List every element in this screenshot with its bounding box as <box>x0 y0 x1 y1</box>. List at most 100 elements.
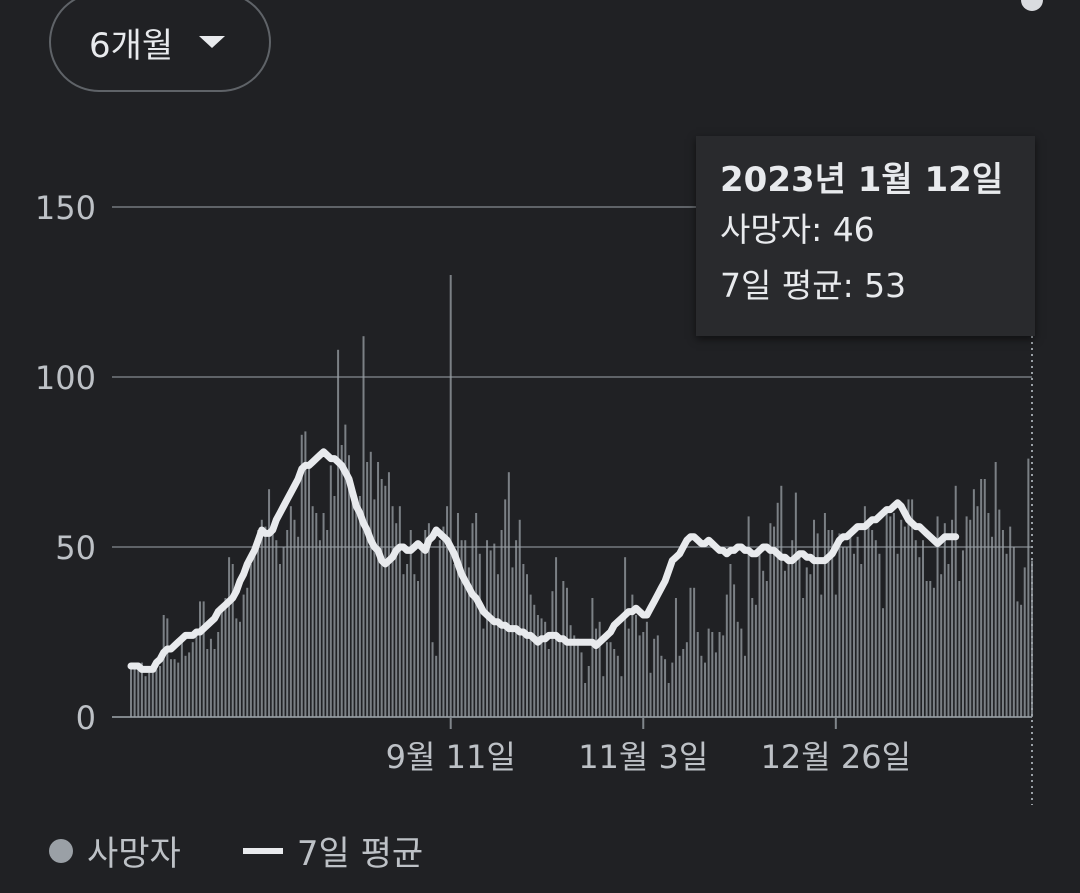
deaths-bar <box>333 496 336 717</box>
deaths-bar <box>1005 553 1008 717</box>
deaths-bar <box>395 523 398 717</box>
deaths-bar <box>409 530 412 717</box>
x-tick-label-1: 11월 3일 <box>578 738 708 776</box>
deaths-bar <box>918 557 921 717</box>
deaths-bar <box>867 526 870 717</box>
deaths-bar <box>907 499 910 717</box>
y-tick-label-0: 0 <box>76 699 96 737</box>
deaths-bar <box>892 513 895 717</box>
deaths-bar <box>456 513 459 717</box>
deaths-bar <box>169 659 172 717</box>
deaths-bar <box>504 499 507 717</box>
deaths-bar <box>922 540 925 717</box>
deaths-bar <box>1023 567 1026 717</box>
deaths-bar <box>478 553 481 717</box>
deaths-bar <box>704 662 707 717</box>
deaths-bar <box>209 638 212 717</box>
deaths-bar <box>598 621 601 717</box>
deaths-bar <box>998 509 1001 717</box>
deaths-bar <box>743 655 746 717</box>
deaths-bar <box>1009 526 1012 717</box>
deaths-bar <box>547 649 550 717</box>
deaths-bar <box>954 485 957 717</box>
deaths-bar <box>148 672 151 717</box>
deaths-bar <box>224 598 227 717</box>
deaths-bar <box>976 506 979 717</box>
y-tick-label-50: 50 <box>55 529 96 567</box>
deaths-bar <box>507 472 510 717</box>
y-tick-label-100: 100 <box>35 359 96 397</box>
deaths-bar <box>358 496 361 717</box>
deaths-bar <box>188 652 191 717</box>
deaths-bar <box>823 513 826 717</box>
deaths-bar <box>674 598 677 717</box>
deaths-bar <box>282 547 285 717</box>
deaths-bar <box>794 492 797 717</box>
deaths-bar <box>889 516 892 717</box>
deaths-bar <box>536 615 539 717</box>
deaths-bar <box>493 543 496 717</box>
deaths-bar <box>133 666 136 717</box>
deaths-bar <box>831 530 834 717</box>
deaths-bar <box>638 635 641 717</box>
deaths-bar <box>660 655 663 717</box>
deaths-bar <box>380 479 383 717</box>
deaths-bar <box>1016 601 1019 717</box>
deaths-bar <box>264 526 267 717</box>
deaths-bar <box>377 462 380 717</box>
deaths-bar <box>802 598 805 717</box>
deaths-bar <box>522 564 525 717</box>
x-tick-label-2: 12월 26일 <box>761 738 912 776</box>
deaths-bar <box>860 564 863 717</box>
deaths-bar <box>740 628 743 717</box>
chart-legend: 사망자 7일 평균 <box>49 826 423 875</box>
deaths-bar <box>653 638 656 717</box>
deaths-bar <box>166 618 169 717</box>
deaths-bar <box>980 479 983 717</box>
deaths-bar <box>449 275 452 717</box>
deaths-bar <box>783 570 786 717</box>
deaths-bar <box>398 506 401 717</box>
deaths-bar <box>326 530 329 717</box>
deaths-bar <box>631 594 634 717</box>
y-axis-ticks: 0 50 100 150 <box>35 189 96 737</box>
deaths-bar <box>271 523 274 717</box>
legend-item-average[interactable]: 7일 평균 <box>181 826 423 875</box>
deaths-bar <box>344 424 347 717</box>
deaths-bar <box>351 485 354 717</box>
deaths-bar <box>591 598 594 717</box>
deaths-bar <box>246 587 249 717</box>
deaths-bar <box>925 581 928 717</box>
deaths-bar <box>576 638 579 717</box>
deaths-bar <box>620 676 623 717</box>
deaths-bar <box>573 635 576 717</box>
deaths-bar <box>526 574 529 717</box>
deaths-bar <box>467 567 470 717</box>
legend-item-deaths[interactable]: 사망자 <box>49 826 181 875</box>
deaths-bar <box>773 526 776 717</box>
deaths-bar <box>558 642 561 717</box>
deaths-bar <box>402 574 405 717</box>
deaths-bar <box>791 540 794 717</box>
deaths-bar <box>486 540 489 717</box>
deaths-bar <box>202 601 205 717</box>
deaths-bar <box>217 632 220 717</box>
deaths-bar <box>278 564 281 717</box>
average-line-layer <box>127 448 960 673</box>
deaths-bar <box>540 618 543 717</box>
deaths-bar <box>293 519 296 717</box>
deaths-bar <box>947 564 950 717</box>
time-range-dropdown[interactable]: 6개월 <box>49 0 271 92</box>
deaths-bar <box>387 472 390 717</box>
deaths-bar <box>565 587 568 717</box>
deaths-bar <box>329 465 332 717</box>
deaths-bar <box>260 519 263 717</box>
deaths-bar <box>700 655 703 717</box>
deaths-bar <box>602 676 605 717</box>
deaths-bar <box>711 632 714 717</box>
deaths-bar <box>780 485 783 717</box>
deaths-bar <box>155 669 158 717</box>
deaths-bar <box>180 642 183 717</box>
deaths-bar <box>776 502 779 717</box>
